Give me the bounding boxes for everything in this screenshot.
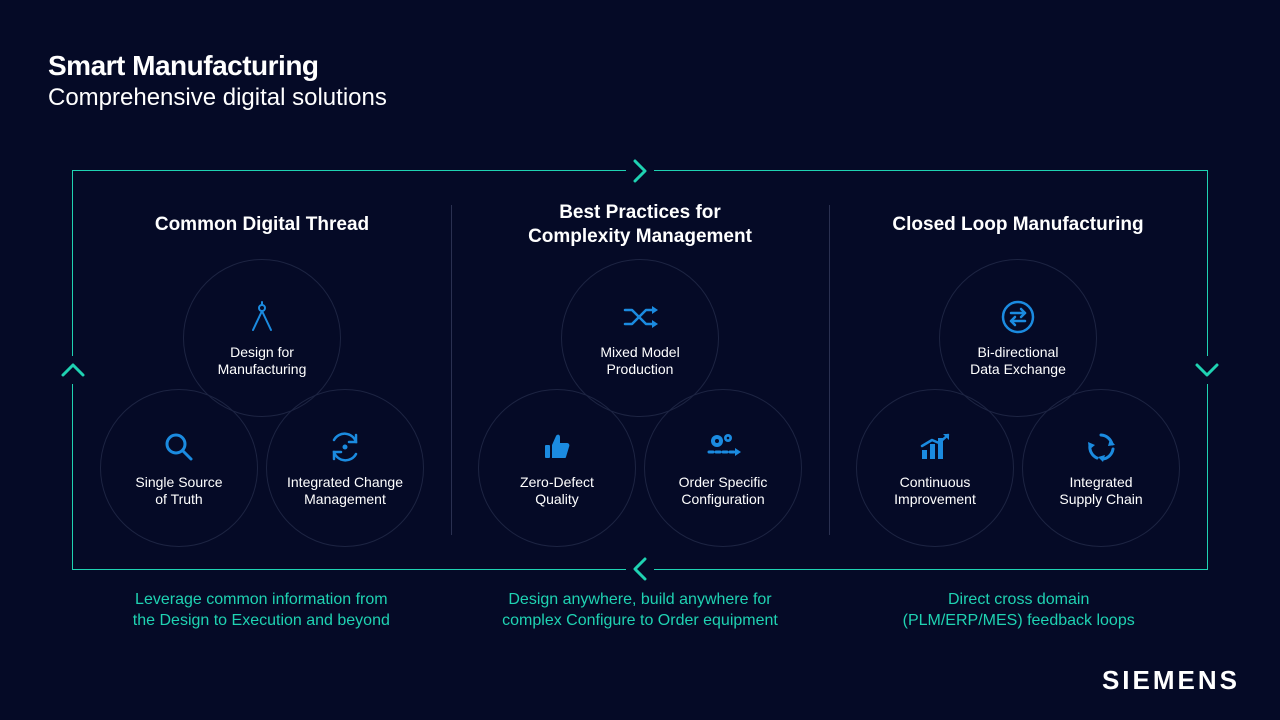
node-label: Continuous Improvement <box>880 474 990 509</box>
captions-row: Leverage common information from the Des… <box>72 590 1208 632</box>
shuffle-icon <box>621 298 659 336</box>
node-label: Integrated Change Management <box>273 474 417 509</box>
node-label: Integrated Supply Chain <box>1045 474 1156 509</box>
process-frame: Common Digital Thread Design for Manufac… <box>72 170 1208 570</box>
column-title: Common Digital Thread <box>83 199 441 251</box>
node-zero-defect-quality: Zero-Defect Quality <box>478 389 636 547</box>
sync-gear-icon <box>326 428 364 466</box>
column-common-digital-thread: Common Digital Thread Design for Manufac… <box>73 171 451 569</box>
node-label: Single Source of Truth <box>121 474 236 509</box>
search-icon <box>160 428 198 466</box>
page-subtitle: Comprehensive digital solutions <box>48 84 387 112</box>
column-caption: Design anywhere, build anywhere for comp… <box>451 590 830 632</box>
gears-bar-icon <box>704 428 742 466</box>
node-label: Zero-Defect Quality <box>506 474 608 509</box>
column-caption: Direct cross domain (PLM/ERP/MES) feedba… <box>829 590 1208 632</box>
node-label: Design for Manufacturing <box>204 344 321 379</box>
header: Smart Manufacturing Comprehensive digita… <box>48 50 387 112</box>
node-label: Order Specific Configuration <box>665 474 782 509</box>
node-integrated-change-management: Integrated Change Management <box>266 389 424 547</box>
recycle-icon <box>1082 428 1120 466</box>
columns: Common Digital Thread Design for Manufac… <box>73 171 1207 569</box>
node-cluster: Design for Manufacturing Single Source o… <box>92 259 432 549</box>
node-label: Bi-directional Data Exchange <box>956 344 1080 379</box>
growth-icon <box>916 428 954 466</box>
compass-icon <box>243 298 281 336</box>
node-label: Mixed Model Production <box>586 344 693 379</box>
exchange-icon <box>999 298 1037 336</box>
node-integrated-supply-chain: Integrated Supply Chain <box>1022 389 1180 547</box>
node-order-specific-configuration: Order Specific Configuration <box>644 389 802 547</box>
node-cluster: Mixed Model Production Zero-Defect Quali… <box>470 259 810 549</box>
brand-logo: SIEMENS <box>1102 665 1240 696</box>
node-continuous-improvement: Continuous Improvement <box>856 389 1014 547</box>
node-cluster: Bi-directional Data Exchange Continuous … <box>848 259 1188 549</box>
column-closed-loop-manufacturing: Closed Loop Manufacturing Bi-directional… <box>829 171 1207 569</box>
column-title: Best Practices for Complexity Management <box>461 199 819 251</box>
page-title: Smart Manufacturing <box>48 50 387 82</box>
column-caption: Leverage common information from the Des… <box>72 590 451 632</box>
node-single-source-of-truth: Single Source of Truth <box>100 389 258 547</box>
column-best-practices: Best Practices for Complexity Management… <box>451 171 829 569</box>
thumbs-up-icon <box>538 428 576 466</box>
column-title: Closed Loop Manufacturing <box>839 199 1197 251</box>
